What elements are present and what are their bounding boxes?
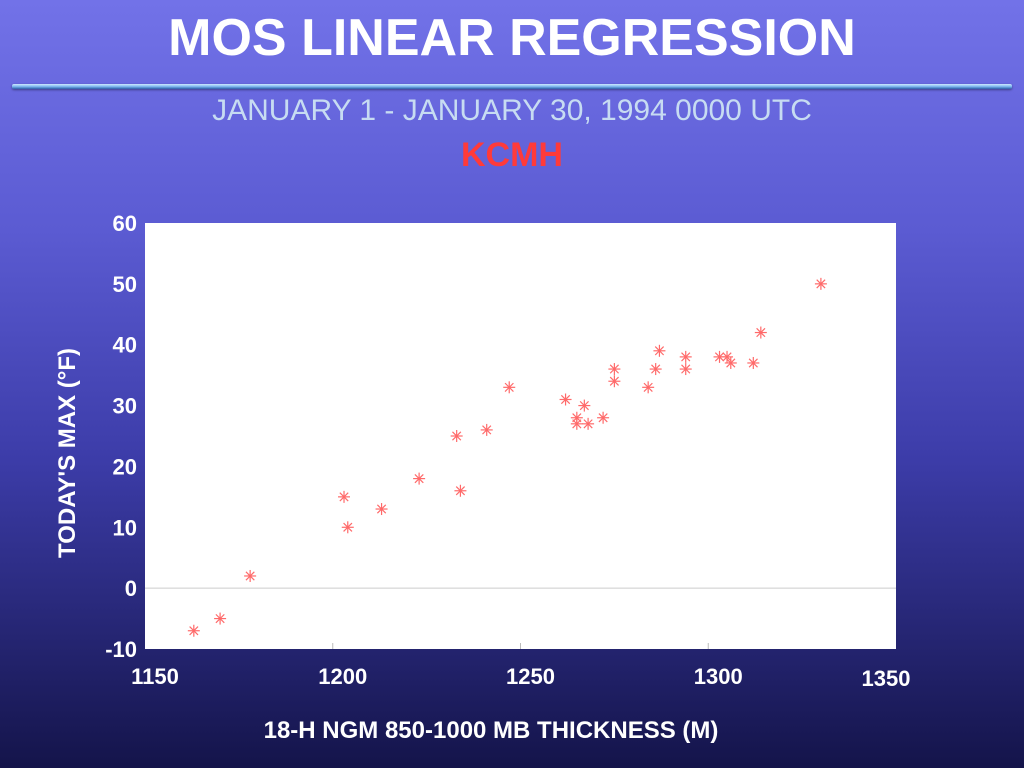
title-divider	[12, 84, 1012, 89]
y-tick-label: -10	[105, 637, 137, 662]
data-point	[721, 350, 734, 363]
x-tick-label: 1150	[131, 664, 179, 689]
data-point	[747, 356, 760, 369]
x-tick-labels: 1150 1200 1250 1300 1350	[131, 664, 910, 691]
data-point	[649, 363, 662, 376]
data-point	[679, 350, 692, 363]
data-point	[679, 363, 692, 376]
data-point	[724, 356, 737, 369]
y-axis-label: TODAY'S MAX (°F)	[54, 348, 81, 558]
y-tick-label: 50	[113, 272, 137, 297]
data-point	[642, 381, 655, 394]
data-point	[214, 612, 227, 625]
page-title: MOS LINEAR REGRESSION	[168, 9, 856, 67]
data-point	[653, 344, 666, 357]
plot-area	[145, 223, 896, 649]
y-tick-label: 30	[113, 394, 137, 419]
date-range-subtitle: JANUARY 1 - JANUARY 30, 1994 0000 UTC	[212, 94, 812, 127]
data-point	[375, 503, 388, 516]
data-point	[559, 393, 572, 406]
y-tick-label: 20	[113, 454, 137, 479]
y-tick-labels: 60 50 40 30 20 10 0 -10	[105, 211, 137, 662]
x-tick-label: 1250	[506, 664, 555, 689]
data-point	[608, 363, 621, 376]
data-point	[582, 417, 595, 430]
x-tick-label: 1200	[318, 664, 367, 689]
data-point	[338, 490, 351, 503]
data-point	[450, 430, 463, 442]
data-point	[570, 417, 583, 430]
data-point	[480, 423, 493, 436]
y-tick-label: 40	[113, 333, 137, 358]
data-point	[578, 399, 591, 412]
data-point	[608, 375, 621, 388]
data-points	[187, 277, 827, 637]
y-tick-label: 0	[125, 576, 137, 601]
data-point	[754, 326, 767, 339]
data-point	[597, 411, 610, 424]
x-axis-label: 18-H NGM 850-1000 MB THICKNESS (M)	[264, 717, 719, 744]
y-tick-label: 60	[113, 211, 137, 236]
data-point	[187, 624, 200, 637]
data-point	[454, 484, 467, 497]
x-tick-marks	[332, 643, 709, 649]
data-point	[244, 569, 257, 582]
data-point	[413, 472, 426, 485]
x-tick-label: 1300	[694, 664, 743, 689]
x-tick-label: 1350	[862, 666, 911, 691]
data-point	[814, 277, 827, 290]
data-point	[341, 521, 354, 534]
data-point	[503, 381, 516, 394]
station-id: KCMH	[461, 136, 563, 174]
y-tick-label: 10	[113, 515, 137, 540]
